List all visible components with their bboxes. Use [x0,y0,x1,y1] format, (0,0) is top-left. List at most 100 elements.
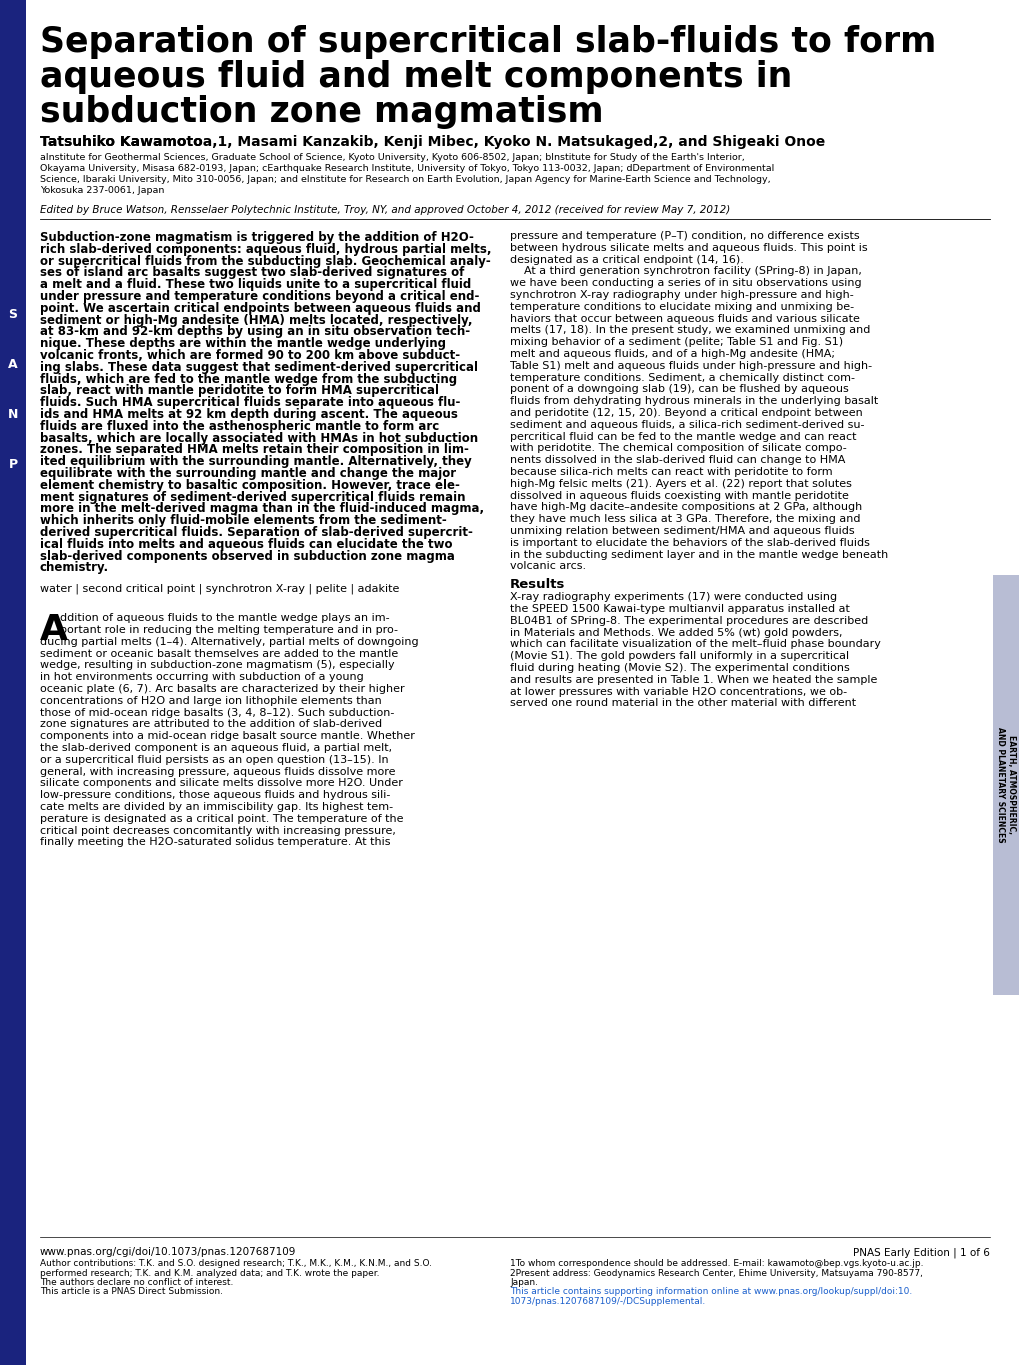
Text: ddition of aqueous fluids to the mantle wedge plays an im-: ddition of aqueous fluids to the mantle … [60,613,389,624]
Text: volcanic fronts, which are formed 90 to 200 km above subduct-: volcanic fronts, which are formed 90 to … [40,349,460,362]
Text: those of mid-ocean ridge basalts (3, 4, 8–12). Such subduction-: those of mid-ocean ridge basalts (3, 4, … [40,707,394,718]
Text: ited equilibrium with the surrounding mantle. Alternatively, they: ited equilibrium with the surrounding ma… [40,455,472,468]
Text: P: P [8,459,17,471]
Text: with peridotite. The chemical composition of silicate compo-: with peridotite. The chemical compositio… [510,444,846,453]
Text: the SPEED 1500 Kawai-type multianvil apparatus installed at: the SPEED 1500 Kawai-type multianvil app… [510,603,849,614]
Text: zone signatures are attributed to the addition of slab-derived: zone signatures are attributed to the ad… [40,719,382,729]
Text: 1073/pnas.1207687109/-/DCSupplemental.: 1073/pnas.1207687109/-/DCSupplemental. [510,1297,705,1306]
Text: perature is designated as a critical point. The temperature of the: perature is designated as a critical poi… [40,814,404,824]
Text: fluids are fluxed into the asthenospheric mantle to form arc: fluids are fluxed into the asthenospheri… [40,420,439,433]
Text: aInstitute for Geothermal Sciences, Graduate School of Science, Kyoto University: aInstitute for Geothermal Sciences, Grad… [40,153,744,162]
Text: melts (17, 18). In the present study, we examined unmixing and: melts (17, 18). In the present study, we… [510,325,869,336]
Text: which inherits only fluid-mobile elements from the sediment-: which inherits only fluid-mobile element… [40,515,446,527]
Text: pressure and temperature (P–T) condition, no difference exists: pressure and temperature (P–T) condition… [510,231,859,242]
Text: designated as a critical endpoint (14, 16).: designated as a critical endpoint (14, 1… [510,255,743,265]
Text: or supercritical fluids from the subducting slab. Geochemical analy-: or supercritical fluids from the subduct… [40,255,490,268]
Text: is important to elucidate the behaviors of the slab-derived fluids: is important to elucidate the behaviors … [510,538,869,547]
Text: Tatsuhiko Kawamoto: Tatsuhiko Kawamoto [40,135,203,149]
Text: mixing behavior of a sediment (pelite; Table S1 and Fig. S1): mixing behavior of a sediment (pelite; T… [510,337,843,347]
Text: slab-derived components observed in subduction zone magma: slab-derived components observed in subd… [40,550,454,562]
Text: cate melts are divided by an immiscibility gap. Its highest tem-: cate melts are divided by an immiscibili… [40,803,392,812]
Text: and peridotite (12, 15, 20). Beyond a critical endpoint between: and peridotite (12, 15, 20). Beyond a cr… [510,408,862,418]
Text: aqueous fluid and melt components in: aqueous fluid and melt components in [40,60,792,94]
Text: 2Present address: Geodynamics Research Center, Ehime University, Matsuyama 790-8: 2Present address: Geodynamics Research C… [510,1268,922,1278]
Text: unmixing relation between sediment/HMA and aqueous fluids: unmixing relation between sediment/HMA a… [510,526,854,536]
Text: concentrations of H2O and large ion lithophile elements than: concentrations of H2O and large ion lith… [40,696,381,706]
Text: At a third generation synchrotron facility (SPring-8) in Japan,: At a third generation synchrotron facili… [510,266,861,276]
Text: dissolved in aqueous fluids coexisting with mantle peridotite: dissolved in aqueous fluids coexisting w… [510,490,848,501]
Text: in hot environments occurring with subduction of a young: in hot environments occurring with subdu… [40,672,364,682]
Text: water | second critical point | synchrotron X-ray | pelite | adakite: water | second critical point | synchrot… [40,583,399,594]
Text: performed research; T.K. and K.M. analyzed data; and T.K. wrote the paper.: performed research; T.K. and K.M. analyz… [40,1268,379,1278]
Text: critical point decreases concomitantly with increasing pressure,: critical point decreases concomitantly w… [40,826,395,835]
Text: chemistry.: chemistry. [40,561,109,575]
Text: because silica-rich melts can react with peridotite to form: because silica-rich melts can react with… [510,467,832,476]
Text: This article contains supporting information online at www.pnas.org/lookup/suppl: This article contains supporting informa… [510,1287,911,1297]
Text: they have much less silica at 3 GPa. Therefore, the mixing and: they have much less silica at 3 GPa. The… [510,515,860,524]
Text: and results are presented in Table 1. When we heated the sample: and results are presented in Table 1. Wh… [510,674,876,685]
Text: Subduction-zone magmatism is triggered by the addition of H2O-: Subduction-zone magmatism is triggered b… [40,231,474,244]
Text: low-pressure conditions, those aqueous fluids and hydrous sili-: low-pressure conditions, those aqueous f… [40,790,390,800]
Text: S: S [8,308,17,322]
Text: Science, Ibaraki University, Mito 310-0056, Japan; and eInstitute for Research o: Science, Ibaraki University, Mito 310-00… [40,175,770,184]
Text: we have been conducting a series of in situ observations using: we have been conducting a series of in s… [510,278,861,288]
Text: sediment or high-Mg andesite (HMA) melts located, respectively,: sediment or high-Mg andesite (HMA) melts… [40,314,472,326]
Text: EARTH, ATMOSPHERIC,
AND PLANETARY SCIENCES: EARTH, ATMOSPHERIC, AND PLANETARY SCIENC… [995,728,1015,842]
Text: BL04B1 of SPring-8. The experimental procedures are described: BL04B1 of SPring-8. The experimental pro… [510,616,867,625]
Bar [993,575,1019,995]
Text: finally meeting the H2O-saturated solidus temperature. At this: finally meeting the H2O-saturated solidu… [40,837,390,848]
Text: general, with increasing pressure, aqueous fluids dissolve more: general, with increasing pressure, aqueo… [40,767,395,777]
Text: a melt and a fluid. These two liquids unite to a supercritical fluid: a melt and a fluid. These two liquids un… [40,278,471,291]
Text: Okayama University, Misasa 682-0193, Japan; cEarthquake Research Institute, Univ: Okayama University, Misasa 682-0193, Jap… [40,164,773,173]
Text: in the subducting sediment layer and in the mantle wedge beneath: in the subducting sediment layer and in … [510,550,888,560]
Text: A: A [8,359,17,371]
Text: fluids. Such HMA supercritical fluids separate into aqueous flu-: fluids. Such HMA supercritical fluids se… [40,396,460,410]
Text: ical fluids into melts and aqueous fluids can elucidate the two: ical fluids into melts and aqueous fluid… [40,538,452,551]
Text: temperature conditions. Sediment, a chemically distinct com-: temperature conditions. Sediment, a chem… [510,373,854,382]
Text: portant role in reducing the melting temperature and in pro-: portant role in reducing the melting tem… [60,625,397,635]
Text: derived supercritical fluids. Separation of slab-derived supercrit-: derived supercritical fluids. Separation… [40,526,473,539]
Text: have high-Mg dacite–andesite compositions at 2 GPa, although: have high-Mg dacite–andesite composition… [510,502,861,512]
Text: ing slabs. These data suggest that sediment-derived supercritical: ing slabs. These data suggest that sedim… [40,360,478,374]
Text: volcanic arcs.: volcanic arcs. [510,561,586,572]
Text: Edited by Bruce Watson, Rensselaer Polytechnic Institute, Troy, NY, and approved: Edited by Bruce Watson, Rensselaer Polyt… [40,205,730,216]
Text: 1To whom correspondence should be addressed. E-mail: kawamoto@bep.vgs.kyoto-u.ac: 1To whom correspondence should be addres… [510,1259,922,1268]
Text: percritical fluid can be fed to the mantle wedge and can react: percritical fluid can be fed to the mant… [510,431,856,442]
Text: Table S1) melt and aqueous fluids under high-pressure and high-: Table S1) melt and aqueous fluids under … [510,360,871,371]
Text: synchrotron X-ray radiography under high-pressure and high-: synchrotron X-ray radiography under high… [510,289,853,300]
Text: X-ray radiography experiments (17) were conducted using: X-ray radiography experiments (17) were … [510,592,837,602]
Text: under pressure and temperature conditions beyond a critical end-: under pressure and temperature condition… [40,289,479,303]
Text: nique. These depths are within the mantle wedge underlying: nique. These depths are within the mantl… [40,337,445,351]
Text: haviors that occur between aqueous fluids and various silicate: haviors that occur between aqueous fluid… [510,314,859,324]
Text: zones. The separated HMA melts retain their composition in lim-: zones. The separated HMA melts retain th… [40,444,469,456]
Text: point. We ascertain critical endpoints between aqueous fluids and: point. We ascertain critical endpoints b… [40,302,480,315]
Text: fluids from dehydrating hydrous minerals in the underlying basalt: fluids from dehydrating hydrous minerals… [510,396,877,407]
Text: sediment or oceanic basalt themselves are added to the mantle: sediment or oceanic basalt themselves ar… [40,648,397,658]
Text: fluids, which are fed to the mantle wedge from the subducting: fluids, which are fed to the mantle wedg… [40,373,457,385]
Text: Results: Results [510,579,565,591]
Text: N: N [8,408,18,422]
Text: rich slab-derived components: aqueous fluid, hydrous partial melts,: rich slab-derived components: aqueous fl… [40,243,491,255]
Text: The authors declare no conflict of interest.: The authors declare no conflict of inter… [40,1278,233,1287]
Text: between hydrous silicate melts and aqueous fluids. This point is: between hydrous silicate melts and aqueo… [510,243,867,253]
Text: which can facilitate visualization of the melt–fluid phase boundary: which can facilitate visualization of th… [510,639,880,650]
Text: components into a mid-ocean ridge basalt source mantle. Whether: components into a mid-ocean ridge basalt… [40,732,415,741]
Bar [0,0,25,1365]
Text: silicate components and silicate melts dissolve more H2O. Under: silicate components and silicate melts d… [40,778,403,789]
Text: Author contributions: T.K. and S.O. designed research; T.K., M.K., K.M., K.N.M.,: Author contributions: T.K. and S.O. desi… [40,1259,432,1268]
Text: ses of island arc basalts suggest two slab-derived signatures of: ses of island arc basalts suggest two sl… [40,266,464,280]
Text: ponent of a downgoing slab (19), can be flushed by aqueous: ponent of a downgoing slab (19), can be … [510,385,848,394]
Text: fluid during heating (Movie S2). The experimental conditions: fluid during heating (Movie S2). The exp… [510,663,849,673]
Text: sediment and aqueous fluids, a silica-rich sediment-derived su-: sediment and aqueous fluids, a silica-ri… [510,420,864,430]
Text: more in the melt-derived magma than in the fluid-induced magma,: more in the melt-derived magma than in t… [40,502,484,516]
Text: high-Mg felsic melts (21). Ayers et al. (22) report that solutes: high-Mg felsic melts (21). Ayers et al. … [510,479,851,489]
Text: nents dissolved in the slab-derived fluid can change to HMA: nents dissolved in the slab-derived flui… [510,455,845,465]
Text: at 83-km and 92-km depths by using an in situ observation tech-: at 83-km and 92-km depths by using an in… [40,325,470,339]
Text: temperature conditions to elucidate mixing and unmixing be-: temperature conditions to elucidate mixi… [510,302,853,311]
Text: PNAS Early Edition | 1 of 6: PNAS Early Edition | 1 of 6 [852,1248,989,1257]
Text: element chemistry to basaltic composition. However, trace ele-: element chemistry to basaltic compositio… [40,479,460,491]
Text: ducing partial melts (1–4). Alternatively, partial melts of downgoing: ducing partial melts (1–4). Alternativel… [40,637,418,647]
Text: This article is a PNAS Direct Submission.: This article is a PNAS Direct Submission… [40,1287,223,1297]
Text: oceanic plate (6, 7). Arc basalts are characterized by their higher: oceanic plate (6, 7). Arc basalts are ch… [40,684,405,693]
Text: melt and aqueous fluids, and of a high-Mg andesite (HMA;: melt and aqueous fluids, and of a high-M… [510,349,835,359]
